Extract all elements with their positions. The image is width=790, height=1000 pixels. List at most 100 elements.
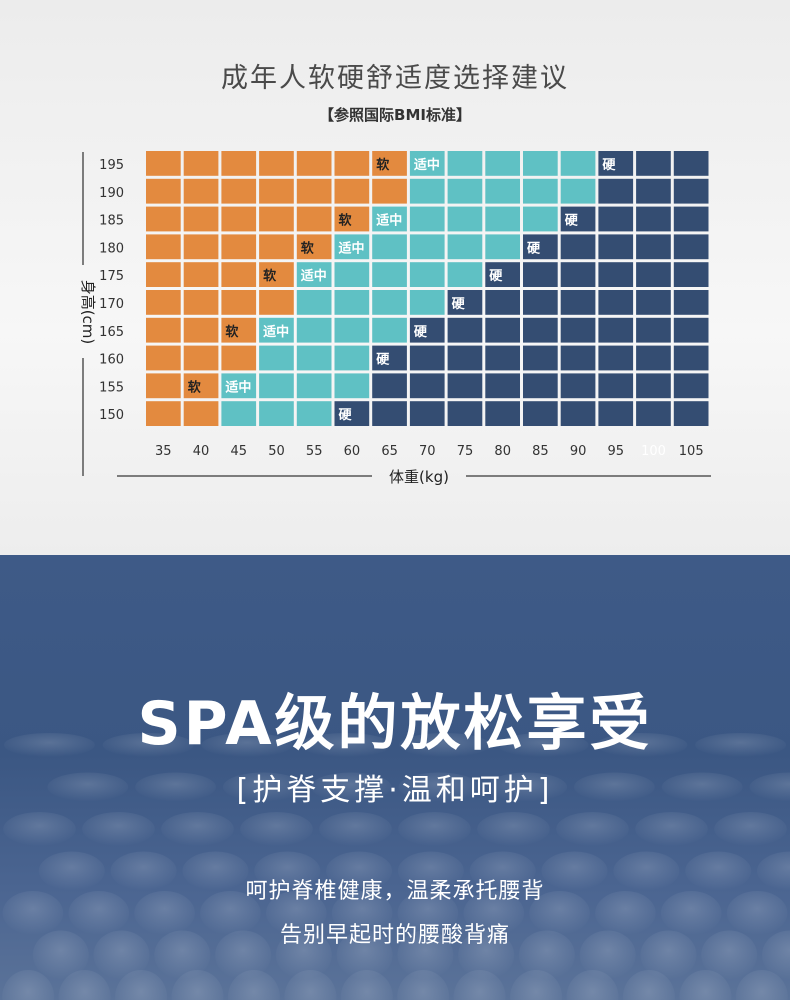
grid-cell-medium bbox=[447, 234, 483, 260]
grid-cell-soft bbox=[372, 178, 407, 204]
grid-cell-soft bbox=[259, 262, 294, 287]
grid-cell-hard bbox=[673, 290, 709, 315]
grid-cell-hard bbox=[673, 206, 709, 232]
grid-cell-hard bbox=[598, 151, 634, 176]
grid-cell-hard bbox=[636, 234, 671, 260]
grid-cell-hard bbox=[523, 345, 558, 371]
grid-cell-medium bbox=[296, 317, 332, 343]
grid-cell-soft bbox=[221, 234, 257, 260]
grid-cell-soft bbox=[221, 317, 257, 343]
grid-cell-soft bbox=[221, 290, 257, 315]
grid-cell-medium bbox=[409, 206, 445, 232]
grid-cell-soft bbox=[146, 206, 181, 232]
x-tick-label: 65 bbox=[381, 444, 398, 459]
grid-cell-medium bbox=[372, 290, 407, 315]
grid-cell-soft bbox=[259, 151, 294, 176]
grid-cell-hard bbox=[523, 317, 558, 343]
grid-cell-hard bbox=[372, 345, 407, 371]
y-tick-label: 195 bbox=[99, 158, 124, 173]
grid-cell-soft bbox=[146, 290, 181, 315]
grid-cell-medium bbox=[334, 317, 370, 343]
grid-cell-hard bbox=[673, 373, 709, 399]
cell-label-medium: 适中 bbox=[339, 240, 365, 256]
cell-label-hard: 硬 bbox=[602, 158, 616, 173]
grid-cell-hard bbox=[409, 345, 445, 371]
grid-cell-medium bbox=[447, 262, 483, 287]
grid-cell-hard bbox=[409, 401, 445, 426]
grid-cell-medium bbox=[409, 262, 445, 287]
cell-label-medium: 适中 bbox=[225, 379, 251, 395]
grid-cell-hard bbox=[409, 373, 445, 399]
grid-cell-medium bbox=[372, 234, 407, 260]
cell-label-soft: 软 bbox=[263, 268, 276, 284]
promo-body-line-2: 告别早起时的腰酸背痛 bbox=[279, 923, 510, 948]
y-tick-label: 160 bbox=[99, 353, 124, 368]
cell-label-hard: 硬 bbox=[452, 297, 466, 312]
grid-cell-soft bbox=[183, 178, 219, 204]
cell-label-hard: 硬 bbox=[414, 325, 428, 340]
grid-cell-soft bbox=[334, 178, 370, 204]
cell-label-soft: 软 bbox=[339, 213, 352, 229]
grid-cell-medium bbox=[334, 373, 370, 399]
grid-cell-hard bbox=[673, 151, 709, 176]
grid-cell-soft bbox=[296, 234, 332, 260]
grid-cell-soft bbox=[221, 151, 257, 176]
cell-label-soft: 软 bbox=[225, 324, 238, 340]
grid-cell-hard bbox=[485, 317, 520, 343]
grid-cell-medium bbox=[409, 178, 445, 204]
grid-cell-medium bbox=[372, 317, 407, 343]
x-tick-label: 105 bbox=[679, 444, 704, 459]
cell-label-hard: 硬 bbox=[376, 353, 390, 368]
grid-cell-soft bbox=[296, 151, 332, 176]
cell-label-medium: 适中 bbox=[376, 213, 402, 229]
grid-cell-medium bbox=[523, 151, 558, 176]
chart-title: 成年人软硬舒适度选择建议 bbox=[221, 63, 569, 94]
grid-cell-medium bbox=[296, 373, 332, 399]
y-tick-label: 150 bbox=[99, 408, 124, 423]
grid-cell-hard bbox=[636, 262, 671, 287]
grid-cell-hard bbox=[447, 373, 483, 399]
grid-cell-medium bbox=[485, 234, 520, 260]
promo-tagline: [护脊支撑·温和呵护] bbox=[236, 773, 554, 808]
x-tick-label: 90 bbox=[570, 444, 587, 459]
grid-cell-medium bbox=[485, 206, 520, 232]
grid-cell-soft bbox=[146, 317, 181, 343]
grid-cell-hard bbox=[447, 345, 483, 371]
grid-cell-medium bbox=[447, 206, 483, 232]
cell-label-hard: 硬 bbox=[527, 241, 541, 256]
grid-cell-soft bbox=[259, 290, 294, 315]
grid-cell-hard bbox=[673, 317, 709, 343]
grid-cell-hard bbox=[560, 317, 596, 343]
grid-cell-soft bbox=[221, 206, 257, 232]
y-tick-label: 190 bbox=[99, 186, 124, 201]
grid-cell-soft bbox=[221, 345, 257, 371]
grid-cell-hard bbox=[485, 401, 520, 426]
cell-label-hard: 硬 bbox=[339, 408, 353, 423]
grid-cell-medium bbox=[334, 262, 370, 287]
x-tick-label: 95 bbox=[608, 444, 625, 459]
grid-cell-soft bbox=[146, 262, 181, 287]
grid-cell-soft bbox=[296, 178, 332, 204]
grid-cell-hard bbox=[409, 317, 445, 343]
grid-cell-soft bbox=[221, 178, 257, 204]
grid-cell-hard bbox=[485, 262, 520, 287]
grid-cell-hard bbox=[598, 290, 634, 315]
grid-cell-soft bbox=[183, 206, 219, 232]
x-tick-label: 100 bbox=[641, 444, 666, 459]
chart-subtitle: 【参照国际BMI标准】 bbox=[319, 106, 471, 124]
grid-cell-hard bbox=[447, 401, 483, 426]
grid-cell-hard bbox=[636, 345, 671, 371]
cell-label-soft: 软 bbox=[188, 379, 201, 395]
grid-cell-hard bbox=[560, 262, 596, 287]
grid-cell-medium bbox=[296, 401, 332, 426]
grid-cell-hard bbox=[636, 317, 671, 343]
grid-cell-hard bbox=[485, 345, 520, 371]
grid-cell-hard bbox=[636, 290, 671, 315]
grid-cell-hard bbox=[560, 206, 596, 232]
grid-cell-hard bbox=[523, 373, 558, 399]
grid-cell-medium bbox=[259, 345, 294, 371]
grid-cell-hard bbox=[560, 345, 596, 371]
promo-section: SPA级的放松享受 [护脊支撑·温和呵护] 呵护脊椎健康，温柔承托腰背 告别早起… bbox=[0, 555, 790, 1000]
grid-cell-medium bbox=[259, 373, 294, 399]
grid-cell-hard bbox=[673, 178, 709, 204]
